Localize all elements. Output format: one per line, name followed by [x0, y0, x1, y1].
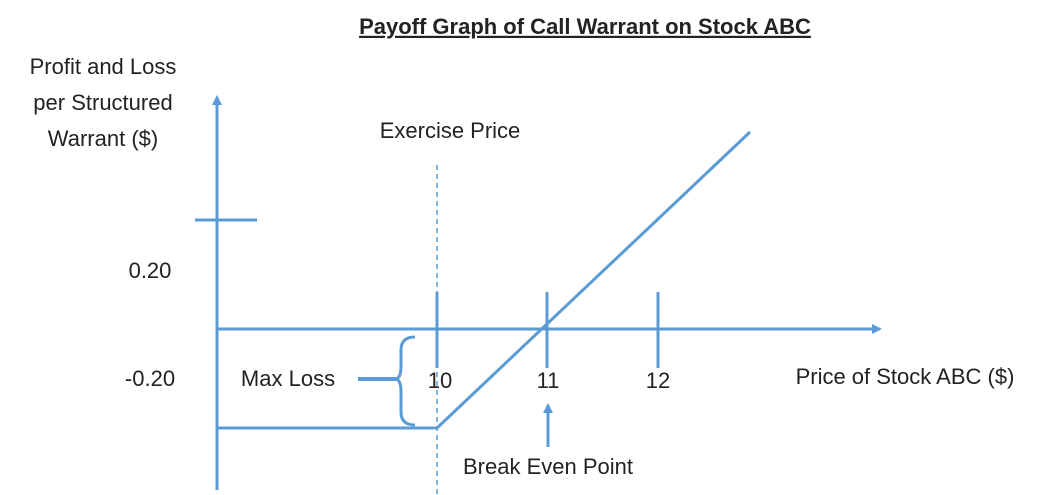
exercise-price-label: Exercise Price — [380, 118, 521, 143]
y-tick-label: 0.20 — [129, 258, 172, 283]
x-axis-label: Price of Stock ABC ($) — [796, 364, 1015, 389]
x-tick-label: 10 — [428, 368, 452, 393]
x-tick-label: 12 — [646, 368, 670, 393]
payoff-line — [435, 130, 752, 430]
x-tick-label: 11 — [537, 368, 560, 393]
y-axis-label: per Structured — [33, 90, 172, 115]
title: Payoff Graph of Call Warrant on Stock AB… — [359, 14, 811, 39]
y-axis-label: Profit and Loss — [30, 54, 177, 79]
y-axis-label: Warrant ($) — [48, 126, 158, 151]
max-loss-brace — [394, 335, 416, 427]
max-loss-label: Max Loss — [241, 366, 335, 391]
y-tick-label: -0.20 — [125, 366, 175, 391]
break-even-label: Break Even Point — [463, 454, 633, 479]
